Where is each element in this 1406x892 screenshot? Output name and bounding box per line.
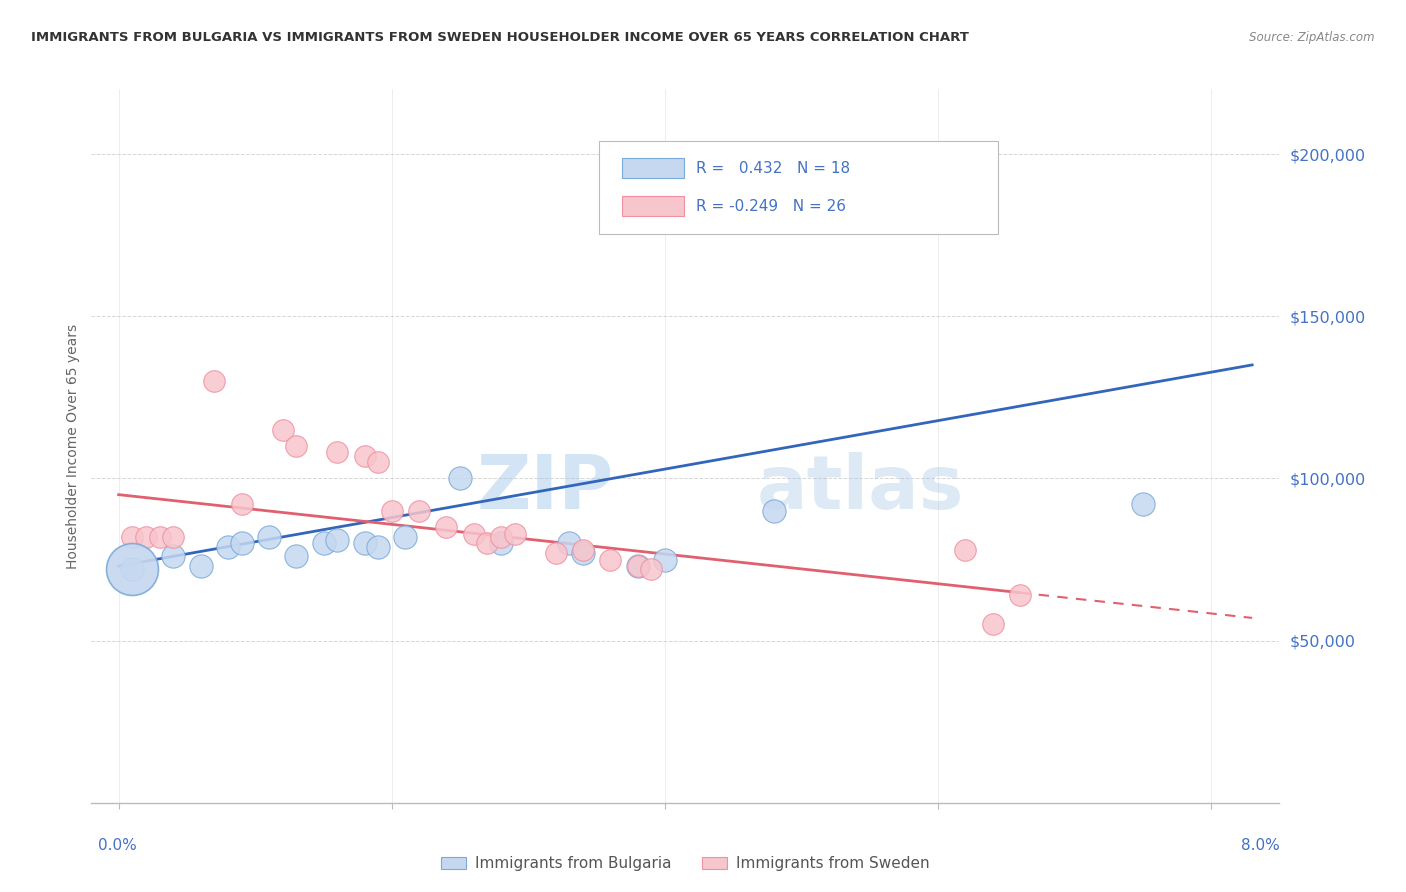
Point: [202, 374, 225, 388]
Point: [955, 542, 977, 557]
Text: 0.0%: 0.0%: [98, 838, 138, 853]
Legend: Immigrants from Bulgaria, Immigrants from Sweden: Immigrants from Bulgaria, Immigrants fro…: [436, 850, 935, 877]
Point: [503, 526, 526, 541]
Point: [367, 455, 389, 469]
Point: [489, 530, 512, 544]
Point: [121, 562, 143, 576]
Point: [900, 195, 922, 210]
Point: [326, 445, 349, 459]
Point: [489, 536, 512, 550]
Point: [257, 530, 280, 544]
FancyBboxPatch shape: [599, 141, 998, 234]
Point: [312, 536, 335, 550]
Point: [217, 540, 239, 554]
Point: [449, 471, 471, 485]
Text: R = -0.249   N = 26: R = -0.249 N = 26: [696, 199, 846, 214]
Point: [231, 536, 253, 550]
Point: [135, 530, 157, 544]
Text: atlas: atlas: [756, 452, 965, 525]
Point: [162, 530, 184, 544]
Point: [1132, 497, 1154, 511]
Point: [271, 423, 294, 437]
Point: [1008, 588, 1031, 602]
Point: [231, 497, 253, 511]
Point: [544, 546, 567, 560]
Bar: [623, 196, 685, 216]
Point: [463, 526, 485, 541]
Point: [572, 542, 595, 557]
Point: [394, 530, 416, 544]
Point: [627, 559, 650, 574]
Point: [381, 504, 404, 518]
Text: IMMIGRANTS FROM BULGARIA VS IMMIGRANTS FROM SWEDEN HOUSEHOLDER INCOME OVER 65 YE: IMMIGRANTS FROM BULGARIA VS IMMIGRANTS F…: [31, 31, 969, 45]
Point: [326, 533, 349, 547]
Text: ZIP: ZIP: [477, 452, 614, 525]
Point: [121, 530, 143, 544]
Point: [640, 562, 662, 576]
Point: [408, 504, 430, 518]
Point: [367, 540, 389, 554]
Point: [190, 559, 212, 574]
Text: 8.0%: 8.0%: [1240, 838, 1279, 853]
Point: [353, 536, 375, 550]
Point: [477, 536, 499, 550]
Point: [981, 617, 1004, 632]
Point: [353, 449, 375, 463]
Point: [627, 559, 650, 574]
Point: [599, 552, 621, 566]
Point: [121, 562, 143, 576]
Y-axis label: Householder Income Over 65 years: Householder Income Over 65 years: [66, 324, 80, 568]
Point: [763, 504, 786, 518]
Point: [162, 549, 184, 564]
Bar: [623, 159, 685, 178]
Point: [436, 520, 458, 534]
Point: [149, 530, 172, 544]
Text: R =   0.432   N = 18: R = 0.432 N = 18: [696, 161, 851, 176]
Point: [654, 552, 676, 566]
Point: [285, 439, 308, 453]
Text: Source: ZipAtlas.com: Source: ZipAtlas.com: [1250, 31, 1375, 45]
Point: [558, 536, 581, 550]
Point: [572, 546, 595, 560]
Point: [285, 549, 308, 564]
